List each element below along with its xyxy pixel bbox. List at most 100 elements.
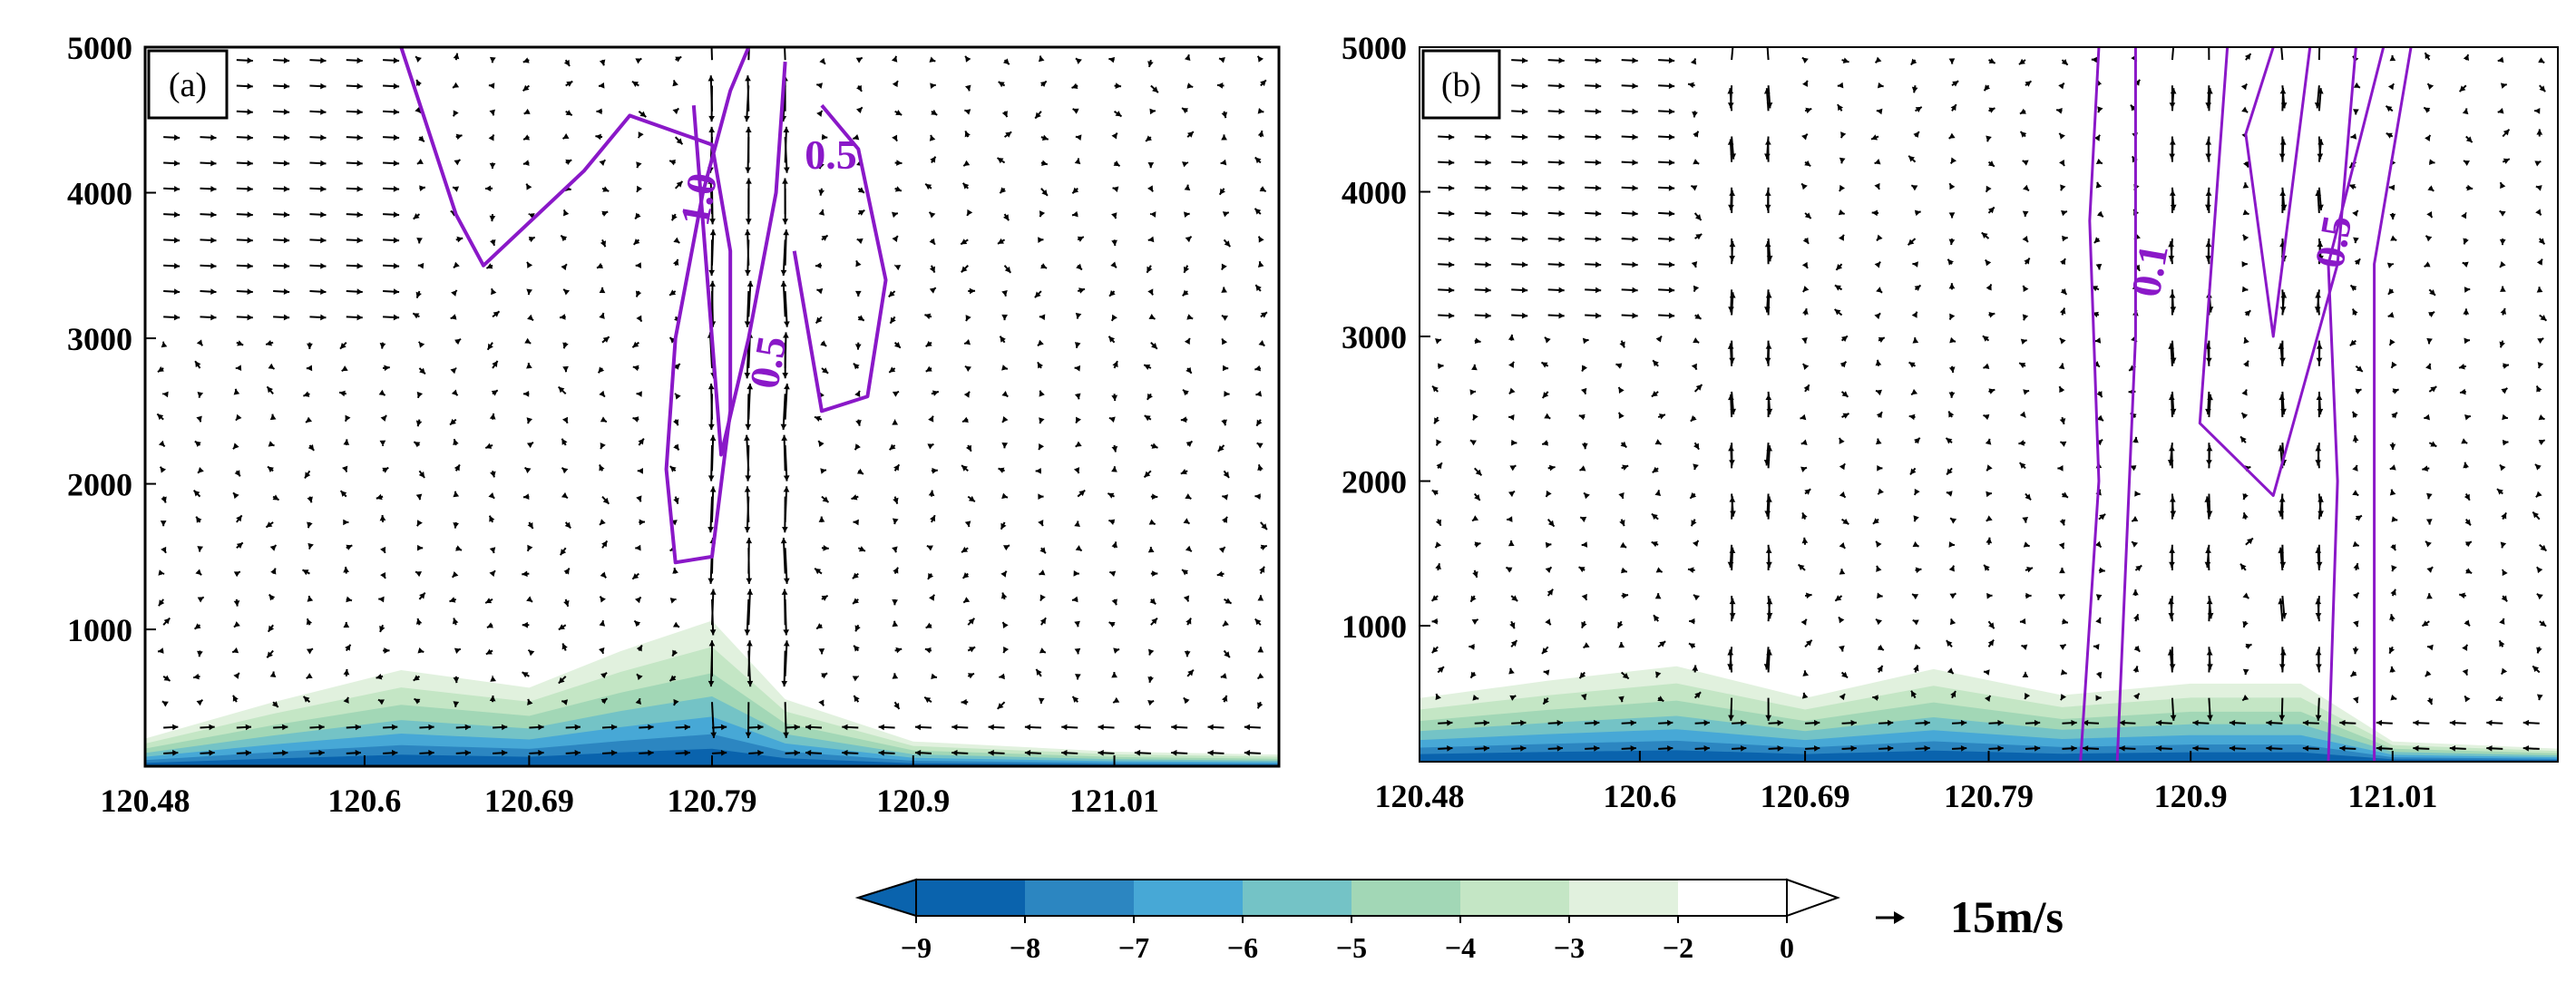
wind-arrowhead bbox=[394, 211, 399, 218]
wind-arrowhead bbox=[636, 495, 641, 501]
wind-arrowhead bbox=[930, 287, 936, 293]
wind-arrowhead bbox=[527, 262, 532, 268]
wind-arrowhead bbox=[1691, 58, 1696, 64]
wind-arrowhead bbox=[1185, 493, 1191, 499]
wind-arrowhead bbox=[2500, 261, 2506, 268]
wind-arrowhead bbox=[963, 597, 970, 602]
wind-arrowhead bbox=[1729, 496, 1735, 501]
wind-arrowhead bbox=[451, 290, 457, 297]
wind-arrowhead bbox=[356, 83, 362, 90]
wind-arrowhead bbox=[1471, 365, 1478, 370]
wind-arrowhead bbox=[745, 475, 751, 481]
wind-arrowhead bbox=[879, 725, 884, 731]
wind-arrowhead bbox=[784, 486, 790, 491]
wind-arrowhead bbox=[248, 263, 253, 269]
wind-arrowhead bbox=[932, 468, 937, 474]
wind-arrowhead bbox=[2207, 649, 2213, 655]
wind-arrowhead bbox=[1839, 185, 1845, 191]
wind-arrowhead bbox=[1619, 387, 1625, 394]
wind-arrowhead bbox=[1001, 290, 1008, 297]
wind-arrowhead bbox=[1595, 313, 1601, 319]
wind-arrowhead bbox=[2464, 696, 2470, 702]
wind-arrowhead bbox=[320, 211, 326, 218]
wind-arrowhead bbox=[2391, 565, 2396, 571]
wind-arrowhead bbox=[195, 569, 201, 576]
wind-arrowhead bbox=[174, 186, 180, 192]
wind-arrowhead bbox=[1595, 83, 1601, 89]
wind-arrowhead bbox=[236, 365, 241, 371]
wind-arrowhead bbox=[2059, 160, 2064, 166]
wind-arrowhead bbox=[2171, 88, 2177, 93]
wind-arrowhead bbox=[1839, 491, 1846, 498]
wind-arrowhead bbox=[2170, 139, 2176, 144]
wind-arrowhead bbox=[1873, 518, 1879, 524]
wind-arrowhead bbox=[2168, 598, 2174, 604]
wind-arrowhead bbox=[454, 160, 460, 165]
wind-arrowhead bbox=[1877, 235, 1883, 241]
wind-arrowhead bbox=[2245, 310, 2251, 316]
wind-arrowhead bbox=[970, 288, 975, 295]
wind-arrowhead bbox=[356, 109, 362, 115]
colorbar-tick-label: −5 bbox=[1336, 931, 1367, 964]
wind-arrowhead bbox=[855, 260, 861, 267]
wind-arrowhead bbox=[2058, 83, 2064, 90]
wind-arrowhead bbox=[307, 648, 313, 654]
wind-arrowhead bbox=[1911, 185, 1917, 190]
wind-arrowhead bbox=[1730, 292, 1736, 297]
wind-arrowhead bbox=[596, 108, 601, 114]
wind-arrowhead bbox=[2242, 287, 2248, 293]
wind-arrowhead bbox=[2315, 445, 2321, 451]
wind-arrowhead bbox=[2241, 107, 2248, 112]
wind-arrowhead bbox=[2170, 292, 2176, 297]
wind-arrowhead bbox=[210, 288, 216, 295]
wind-arrowhead bbox=[1473, 413, 1478, 420]
contour-line bbox=[2246, 47, 2310, 336]
wind-arrowhead bbox=[2243, 669, 2249, 675]
wind-arrowhead bbox=[1766, 344, 1772, 349]
wind-arrowhead bbox=[1655, 593, 1662, 598]
wind-arrowhead bbox=[2207, 445, 2213, 451]
wind-arrowhead bbox=[1688, 83, 1694, 89]
wind-arrowhead bbox=[1765, 139, 1771, 144]
wind-arrowhead bbox=[268, 467, 274, 472]
wind-arrowhead bbox=[1025, 725, 1030, 731]
wind-arrowhead bbox=[343, 520, 348, 526]
wind-arrowhead bbox=[1224, 391, 1229, 397]
wind-arrowhead bbox=[781, 24, 787, 30]
wind-arrowhead bbox=[2060, 442, 2066, 447]
wind-arrowhead bbox=[416, 420, 423, 426]
wind-arrowhead bbox=[1690, 492, 1696, 499]
wind-arrowhead bbox=[707, 579, 714, 584]
wind-arrowhead bbox=[2503, 363, 2509, 369]
wind-arrowhead bbox=[1076, 545, 1082, 550]
wind-arrowhead bbox=[453, 83, 459, 88]
wind-arrowhead bbox=[745, 270, 751, 276]
wind-arrowhead bbox=[2317, 394, 2323, 400]
wind-arrowhead bbox=[1146, 135, 1152, 141]
wind-arrowhead bbox=[415, 56, 422, 63]
wind-arrowhead bbox=[418, 263, 424, 269]
wind-arrowhead bbox=[2243, 235, 2249, 241]
wind-arrowhead bbox=[1839, 235, 1844, 241]
wind-arrowhead bbox=[639, 520, 645, 526]
wind-arrowhead bbox=[1727, 649, 1733, 655]
wind-arrowhead bbox=[2025, 593, 2031, 599]
wind-arrowhead bbox=[2280, 292, 2287, 297]
wind-arrowhead bbox=[784, 167, 790, 172]
wind-arrowhead bbox=[2023, 672, 2029, 677]
wind-arrowhead bbox=[2315, 292, 2321, 297]
wind-arrowhead bbox=[783, 229, 789, 235]
colorbar-tick-label: −9 bbox=[901, 931, 932, 964]
wind-arrowhead bbox=[854, 520, 859, 526]
wind-arrowhead bbox=[1693, 463, 1699, 470]
wind-arrowhead bbox=[2352, 490, 2358, 495]
wind-arrowhead bbox=[210, 161, 216, 167]
wind-arrowhead bbox=[284, 109, 289, 115]
wind-arrowhead bbox=[1669, 287, 1674, 294]
wind-arrowhead bbox=[1217, 571, 1224, 578]
wind-arrowhead bbox=[2021, 131, 2027, 138]
wind-arrowhead bbox=[1656, 567, 1663, 572]
wind-arrowhead bbox=[523, 160, 530, 166]
contour-line bbox=[2117, 47, 2135, 762]
